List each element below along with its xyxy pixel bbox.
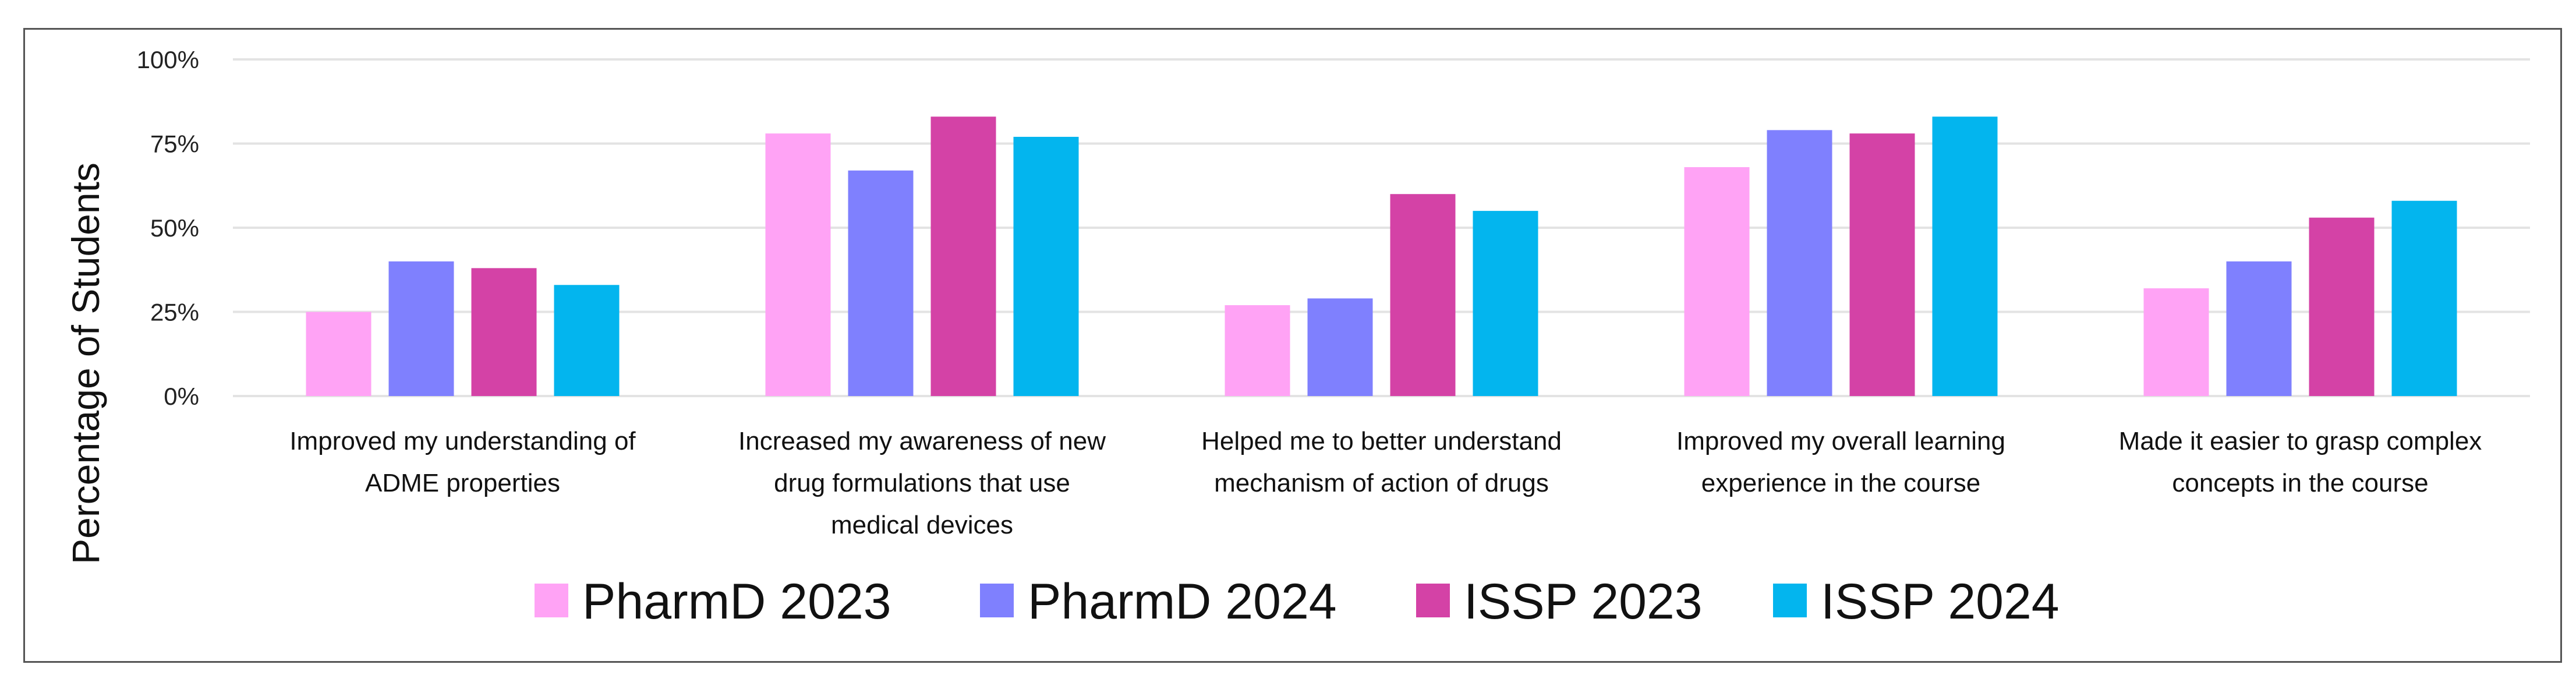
legend-swatch bbox=[1416, 584, 1450, 617]
bar bbox=[1849, 133, 1915, 396]
bar bbox=[930, 116, 996, 396]
bar bbox=[1390, 194, 1456, 396]
x-category-label-line: Improved my overall learning bbox=[1676, 427, 2005, 455]
x-category-label: Helped me to better understand mechanism … bbox=[1201, 427, 1562, 497]
y-tick-label: 100% bbox=[137, 46, 199, 73]
legend-swatch bbox=[1773, 584, 1807, 617]
x-axis-category-labels: Improved my understanding of ADME propert… bbox=[289, 427, 2482, 539]
x-category-label-line: Made it easier to grasp complex bbox=[2119, 427, 2482, 455]
bar bbox=[554, 285, 620, 396]
x-category-label-line: ADME properties bbox=[365, 469, 560, 497]
x-category-label-line: Helped me to better understand bbox=[1201, 427, 1562, 455]
bar bbox=[1473, 211, 1538, 396]
bar bbox=[1013, 136, 1079, 396]
x-category-label-line: medical devices bbox=[831, 511, 1013, 539]
legend-label: ISSP 2023 bbox=[1464, 574, 1703, 630]
x-category-label-line: Increased my awareness of new bbox=[738, 427, 1106, 455]
y-tick-label: 0% bbox=[164, 383, 199, 410]
x-category-label-line: drug formulations that use bbox=[774, 469, 1070, 497]
legend-swatch bbox=[535, 584, 568, 617]
x-category-label: Increased my awareness of new drug formul… bbox=[738, 427, 1106, 539]
legend-label: PharmD 2023 bbox=[582, 574, 891, 630]
bar bbox=[2143, 288, 2209, 396]
x-category-label-line: concepts in the course bbox=[2172, 469, 2428, 497]
bar bbox=[1225, 305, 1290, 396]
bar bbox=[1767, 130, 1832, 396]
y-axis-ticks: 0% 25% 50% 75% 100% bbox=[137, 46, 199, 410]
bar bbox=[848, 170, 914, 396]
bar bbox=[1307, 298, 1373, 396]
y-tick-label: 50% bbox=[150, 214, 199, 242]
legend-label: ISSP 2024 bbox=[1821, 574, 2060, 630]
x-category-label-line: mechanism of action of drugs bbox=[1214, 469, 1549, 497]
y-tick-label: 25% bbox=[150, 299, 199, 326]
y-axis-title: Percentage of Students bbox=[64, 162, 107, 564]
bar bbox=[1684, 167, 1750, 396]
x-category-label: Improved my overall learning experience i… bbox=[1676, 427, 2005, 497]
legend-label: PharmD 2024 bbox=[1028, 574, 1337, 630]
bar bbox=[765, 133, 831, 396]
x-category-label-line: experience in the course bbox=[1701, 469, 1980, 497]
bars bbox=[306, 116, 2457, 396]
x-category-label-line: Improved my understanding of bbox=[289, 427, 636, 455]
bar bbox=[306, 312, 371, 396]
x-category-label: Made it easier to grasp complex concepts … bbox=[2119, 427, 2482, 497]
bar bbox=[2226, 261, 2292, 396]
bar bbox=[2309, 217, 2375, 396]
bar bbox=[471, 268, 537, 396]
y-tick-label: 75% bbox=[150, 130, 199, 158]
bar bbox=[388, 261, 454, 396]
bar bbox=[1932, 116, 1998, 396]
x-category-label: Improved my understanding of ADME propert… bbox=[289, 427, 636, 497]
legend: PharmD 2023 PharmD 2024 ISSP 2023 ISSP 2024 bbox=[535, 574, 2060, 630]
bar bbox=[2391, 200, 2457, 396]
legend-swatch bbox=[980, 584, 1014, 617]
